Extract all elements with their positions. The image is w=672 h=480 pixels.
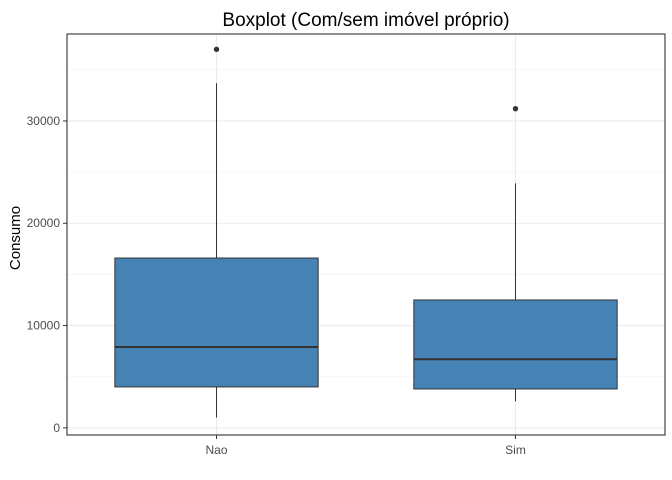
x-tick-label: Nao (205, 443, 227, 457)
x-tick-label: Sim (505, 443, 526, 457)
outlier-point-sim (512, 105, 519, 112)
y-tick-label: 10000 (27, 319, 61, 333)
outlier-point-nao (213, 46, 220, 53)
y-tick-label: 0 (53, 421, 60, 435)
panel-border (66, 33, 666, 436)
chart-title: Boxplot (Com/sem imóvel próprio) (222, 10, 509, 31)
box-nao (114, 257, 319, 388)
box-sim (413, 299, 618, 390)
y-tick-label: 20000 (27, 216, 61, 230)
y-axis-title: Consumo (7, 206, 24, 270)
plot-area: 0 10000 20000 30000 Nao Sim (27, 33, 666, 457)
y-tick-label: 30000 (27, 114, 61, 128)
